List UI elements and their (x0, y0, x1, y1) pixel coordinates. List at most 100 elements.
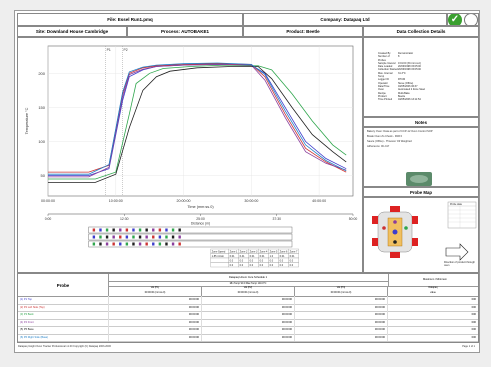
col-subtitle: 00:00:00 (mm:ss.0) (330, 290, 352, 294)
distance-tick-label: 12:30 (120, 217, 129, 221)
probe-value: 00:00:00 (294, 333, 385, 341)
zone-marker (178, 242, 181, 246)
zone-marker (112, 228, 115, 232)
zone-marker (178, 235, 181, 239)
probe-value: 00:00:00 (294, 326, 385, 334)
x-axis-label: Time (mm:ss.0) (187, 205, 214, 209)
temperature-chart[interactable]: 50 100 150 200 00:00:00 10:00:00 20:00:00 30:00… (18, 38, 362, 272)
zone-marker (99, 242, 102, 246)
schedule-subheader: Min Temp 90.0 Max Temp 140.0°C (108, 281, 388, 287)
y-tick-label: 50 (41, 173, 46, 178)
empty-status-icon[interactable] (464, 14, 478, 25)
probe-value: 00:00:00 (108, 296, 199, 304)
zone-strip (88, 240, 293, 248)
zone-marker (132, 235, 135, 239)
detail-key: Number of Probes (378, 55, 390, 62)
zone-marker (125, 228, 129, 232)
series-line (48, 64, 347, 180)
zone-table-text: 0.0 (240, 259, 244, 262)
oven-photo-thumbnail[interactable] (406, 172, 432, 186)
distance-tick-label: 0:00 (45, 217, 52, 221)
zone-table-text: 0.0 (230, 264, 234, 267)
detail-key: Sample Interval (378, 61, 396, 65)
detail-value: 20/09/1998 15:05:00 (398, 68, 421, 72)
detail-value: Steve (Office) (398, 81, 414, 85)
details-list: Created By Demonstrator Number of Probes 8 S… (364, 38, 478, 101)
note-line: Sauce (Office) - 'Process' Oil Weighted (367, 140, 412, 143)
zone-marker (112, 242, 115, 246)
zone-marker (119, 228, 122, 232)
y-axis-label: Temperature °C (25, 107, 29, 134)
zone-marker (152, 228, 155, 232)
zone-table-text: 0.0 (240, 264, 244, 267)
note-line: Break Oven Zo Check - PAR 0 (367, 135, 403, 138)
zone-table-cell (210, 257, 229, 263)
schedule-title: Datapaq Hinum Cure Schedule 1 (228, 276, 268, 279)
zone-table-text: 1.85 m/min (212, 255, 225, 258)
zone-table-text: Zone 2 (240, 250, 248, 253)
table-row[interactable]: (4) P4 Front00:00:0000:00:0000:00:000002… (18, 318, 479, 327)
detail-key: Created By (378, 52, 391, 55)
file-cell: File: Essel Run1.pmq (17, 13, 243, 26)
col-title: Val (P2) (243, 286, 253, 289)
zone-marker (125, 235, 129, 239)
probe-col-header: Val (P3) 00:00:00 (mm:ss.0) (294, 286, 387, 297)
table-row[interactable]: (2) P2 Left Side (Top) 00:00:00 00:00:00 00… (18, 303, 478, 312)
table-row[interactable]: (1) P1 Top00:00:0000:00:0000:00:00000219… (18, 296, 479, 305)
zone-marker (171, 242, 175, 246)
zone-table-text: 1.0 (270, 255, 274, 258)
probe-label: Probe (56, 282, 70, 288)
data-collection-title: Data Collection Details (396, 29, 446, 34)
table-row[interactable]: (6) P6 Right Side (Base) 00:00:00 00:00:00… (18, 333, 478, 342)
detail-row: Time Printed 04/05/2006 13:11:54 (378, 98, 474, 101)
schedule-limits: Min Temp 90.0 Max Temp 140.0°C (229, 282, 267, 285)
marker-label: P2 (124, 48, 128, 52)
distance-tick-label: 25:00 (196, 217, 205, 221)
probe-name: (6) P6 Right Side (Base) (20, 335, 49, 339)
zone-marker (145, 235, 148, 239)
zone-table-text: 0.0 (280, 264, 284, 267)
detail-value: 8 (398, 55, 400, 59)
series-line (48, 63, 347, 178)
detail-key: Collection Started (378, 68, 398, 72)
probe-value: 000 (387, 311, 476, 319)
zone-marker (92, 235, 96, 239)
detail-key: Product (378, 94, 387, 98)
ok-check-icon[interactable]: ✓ (448, 14, 462, 25)
file-name: File: Essel Run1.pmq (107, 17, 153, 22)
zone-table-cell (288, 262, 299, 268)
probe-value: 00:00:00 (108, 311, 199, 319)
distance-tick-label: 50:00 (349, 217, 358, 221)
maxmin-title: Maximum / Minimum (423, 278, 447, 281)
detail-row: Max. Internal Temp 31.3°C (378, 72, 474, 79)
probe-value: 219.1 (478, 296, 479, 304)
probe-map-diagram[interactable]: Probe data Direction of product through … (364, 198, 478, 272)
detail-key: Date/Time (378, 84, 390, 88)
zone-table-text: Zone 5 (270, 250, 278, 253)
zone-marker (138, 235, 142, 239)
probe-value: 219.0 (478, 319, 479, 327)
probe-map-header: Probe Map (363, 187, 479, 197)
detail-row: Date/Time 04/05/2006 06:37 (378, 85, 474, 88)
col-subtitle: value (430, 290, 436, 294)
detail-key: Logger ID (378, 78, 389, 82)
direction-label: Direction of product through oven (444, 261, 475, 268)
detail-value: 04/05/2006 06:37 (398, 84, 418, 88)
zone-table-text: 0.0 (250, 259, 254, 262)
zone-marker (132, 228, 135, 232)
direction-arrow-icon (445, 243, 469, 261)
chart-panel: 50 100 150 200 00:00:00 10:00:00 20:00:00 30:00… (17, 37, 363, 273)
detail-row: Created By Demonstrator (378, 52, 474, 55)
product-name: Product: Beetle (286, 29, 320, 34)
x-tick-label: 30:00:00 (244, 199, 258, 203)
table-row[interactable]: (3) P3 Back00:00:0000:00:0000:00:0000021… (18, 311, 478, 320)
table-row[interactable]: (5) P5 Base00:00:0000:00:0000:00:0000021… (18, 326, 478, 335)
zone-table-text: 6.01 (230, 255, 235, 258)
zone-table-text: 0.0 (270, 264, 274, 267)
zone-marker (145, 242, 148, 246)
probe-table-columns: Val (P1) 00:00:00 (mm:ss.0) Val (P2) 00:00:… (108, 286, 478, 297)
data-collection-header: Data Collection Details (363, 26, 479, 37)
zone-table-text: Zone Speed (212, 250, 226, 253)
probe-map-panel: Probe data Direction of product through … (363, 197, 479, 273)
zone-table-text: 0.0 (270, 259, 274, 262)
